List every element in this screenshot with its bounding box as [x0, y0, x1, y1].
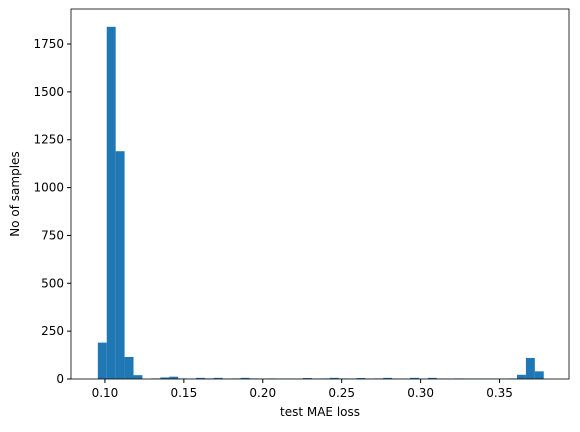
bar	[160, 377, 170, 379]
plot-frame	[70, 8, 570, 380]
bar	[213, 377, 223, 379]
bar	[169, 376, 179, 379]
bar	[106, 26, 116, 380]
bar	[124, 356, 134, 379]
y-tick-label: 750	[41, 228, 64, 242]
y-tick-label: 500	[41, 276, 64, 290]
x-tick-label: 0.30	[407, 386, 434, 400]
y-tick-label: 1750	[33, 37, 64, 51]
bar	[240, 377, 250, 379]
bar	[302, 378, 312, 379]
bar	[97, 342, 107, 379]
x-tick-label: 0.15	[170, 386, 197, 400]
bar	[195, 377, 205, 379]
x-tick-label: 0.25	[328, 386, 355, 400]
bar	[516, 374, 526, 379]
bar	[133, 375, 143, 379]
x-tick-label: 0.20	[249, 386, 276, 400]
x-tick-label: 0.10	[92, 386, 119, 400]
y-tick-label: 1500	[33, 85, 64, 99]
y-tick-label: 1000	[33, 181, 64, 195]
bar	[409, 377, 419, 379]
y-tick-label: 0	[56, 372, 64, 386]
bar	[534, 371, 544, 379]
x-tick-label: 0.35	[486, 386, 513, 400]
y-axis-label: No of samples	[8, 151, 22, 236]
bar	[356, 378, 366, 379]
bar	[329, 377, 339, 379]
bar	[427, 377, 437, 379]
y-tick-label: 1250	[33, 133, 64, 147]
bar	[525, 357, 535, 379]
bar	[383, 377, 393, 379]
bar	[115, 151, 125, 379]
x-axis-label: test MAE loss	[280, 405, 360, 419]
y-tick-label: 250	[41, 324, 64, 338]
